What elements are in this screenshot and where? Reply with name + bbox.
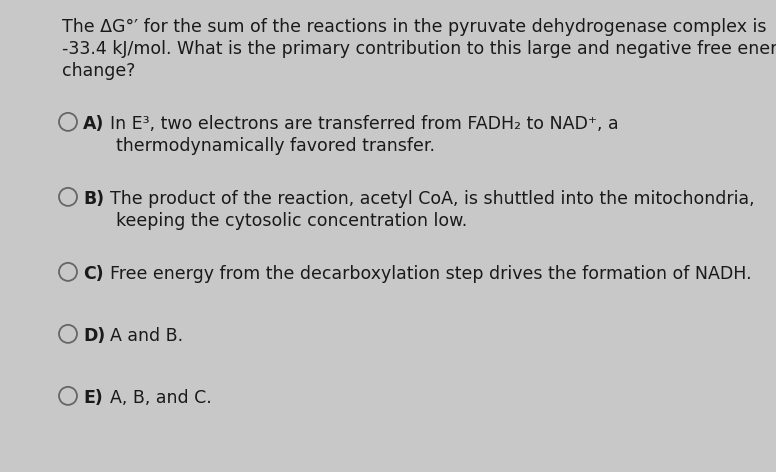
Text: D): D) [83, 327, 106, 345]
Text: A): A) [83, 115, 105, 133]
Text: Free energy from the decarboxylation step drives the formation of NADH.: Free energy from the decarboxylation ste… [110, 265, 752, 283]
Text: thermodynamically favored transfer.: thermodynamically favored transfer. [116, 137, 435, 155]
Text: C): C) [83, 265, 104, 283]
Text: keeping the cytosolic concentration low.: keeping the cytosolic concentration low. [116, 212, 467, 230]
Text: E): E) [83, 389, 102, 407]
Text: B): B) [83, 190, 104, 208]
Text: The ΔG°′ for the sum of the reactions in the pyruvate dehydrogenase complex is: The ΔG°′ for the sum of the reactions in… [62, 18, 767, 36]
Text: A, B, and C.: A, B, and C. [110, 389, 212, 407]
Text: The product of the reaction, acetyl CoA, is shuttled into the mitochondria,: The product of the reaction, acetyl CoA,… [110, 190, 754, 208]
Text: A and B.: A and B. [110, 327, 183, 345]
Text: change?: change? [62, 62, 135, 80]
Text: -33.4 kJ/mol. What is the primary contribution to this large and negative free e: -33.4 kJ/mol. What is the primary contri… [62, 40, 776, 58]
Text: In E³, two electrons are transferred from FADH₂ to NAD⁺, a: In E³, two electrons are transferred fro… [110, 115, 618, 133]
